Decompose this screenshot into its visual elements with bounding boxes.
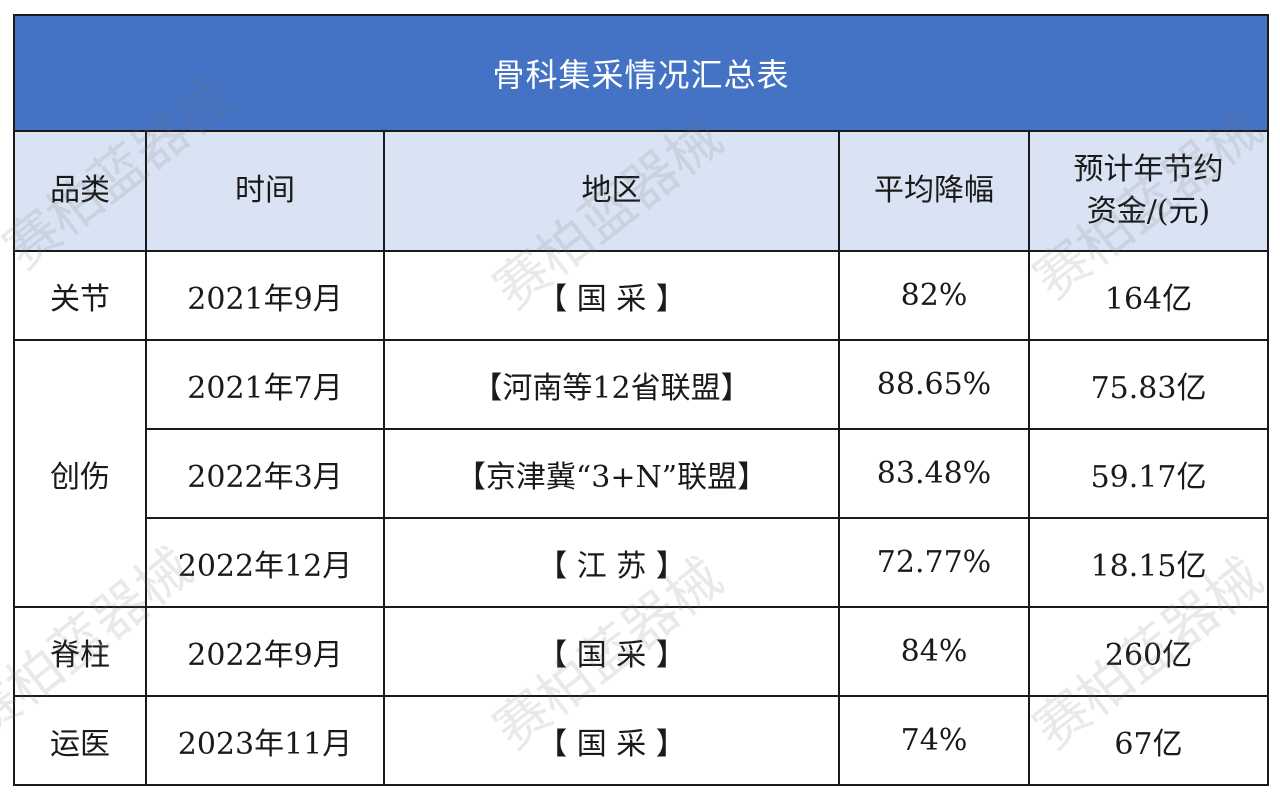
region-cell: 【 国 采 】 <box>383 250 840 341</box>
category-cell: 创伤 <box>13 339 147 608</box>
avg-reduction-cell: 84% <box>838 606 1030 697</box>
header-category: 品类 <box>13 130 147 252</box>
header-avg-reduction: 平均降幅 <box>838 130 1030 252</box>
header-region: 地区 <box>383 130 840 252</box>
savings-cell: 75.83亿 <box>1027 339 1270 430</box>
region-cell: 【 国 采 】 <box>383 695 840 786</box>
table-row: 2022年12月 【 江 苏 】 72.77% 18.15亿 <box>14 517 1270 608</box>
region-cell: 【京津冀“3+N”联盟】 <box>383 428 840 519</box>
savings-cell: 67亿 <box>1027 695 1270 786</box>
header-savings-line1: 预计年节约 <box>1073 152 1224 187</box>
table-row: 2022年3月 【京津冀“3+N”联盟】 83.48% 59.17亿 <box>14 428 1270 519</box>
category-cell: 运医 <box>13 695 147 786</box>
table-title: 骨科集采情况汇总表 <box>12 14 1270 132</box>
avg-reduction-cell: 88.65% <box>838 339 1030 430</box>
header-time: 时间 <box>145 130 385 252</box>
time-cell: 2022年12月 <box>145 517 385 608</box>
header-row: 品类 时间 地区 平均降幅 预计年节约资金/(元) <box>13 130 1270 252</box>
region-cell: 【 江 苏 】 <box>383 517 840 608</box>
table-row: 运医 2023年11月 【 国 采 】 74% 67亿 <box>13 695 1270 786</box>
category-cell: 关节 <box>13 250 147 341</box>
category-cell: 脊柱 <box>13 606 147 697</box>
savings-cell: 164亿 <box>1027 250 1270 341</box>
avg-reduction-cell: 82% <box>838 250 1030 341</box>
header-savings-line2: 资金/(元) <box>1086 194 1211 229</box>
table-row: 创伤 2021年7月 【河南等12省联盟】 88.65% 75.83亿 <box>13 339 1270 608</box>
time-cell: 2021年9月 <box>145 250 385 341</box>
table-row: 关节 2021年9月 【 国 采 】 82% 164亿 <box>13 250 1270 341</box>
time-cell: 2021年7月 <box>145 339 385 430</box>
table-row: 脊柱 2022年9月 【 国 采 】 84% 260亿 <box>13 606 1270 697</box>
region-cell: 【 国 采 】 <box>383 606 840 697</box>
time-cell: 2022年3月 <box>145 428 385 519</box>
time-cell: 2022年9月 <box>145 606 385 697</box>
savings-cell: 59.17亿 <box>1027 428 1270 519</box>
summary-table: 骨科集采情况汇总表 品类 时间 地区 平均降幅 预计年节约资金/(元) 关节 2… <box>12 14 1270 786</box>
savings-cell: 18.15亿 <box>1027 517 1270 608</box>
time-cell: 2023年11月 <box>145 695 385 786</box>
region-cell: 【河南等12省联盟】 <box>383 339 840 430</box>
header-savings: 预计年节约资金/(元) <box>1027 130 1270 252</box>
savings-cell: 260亿 <box>1027 606 1270 697</box>
avg-reduction-cell: 83.48% <box>838 428 1030 519</box>
avg-reduction-cell: 74% <box>838 695 1030 786</box>
avg-reduction-cell: 72.77% <box>838 517 1030 608</box>
